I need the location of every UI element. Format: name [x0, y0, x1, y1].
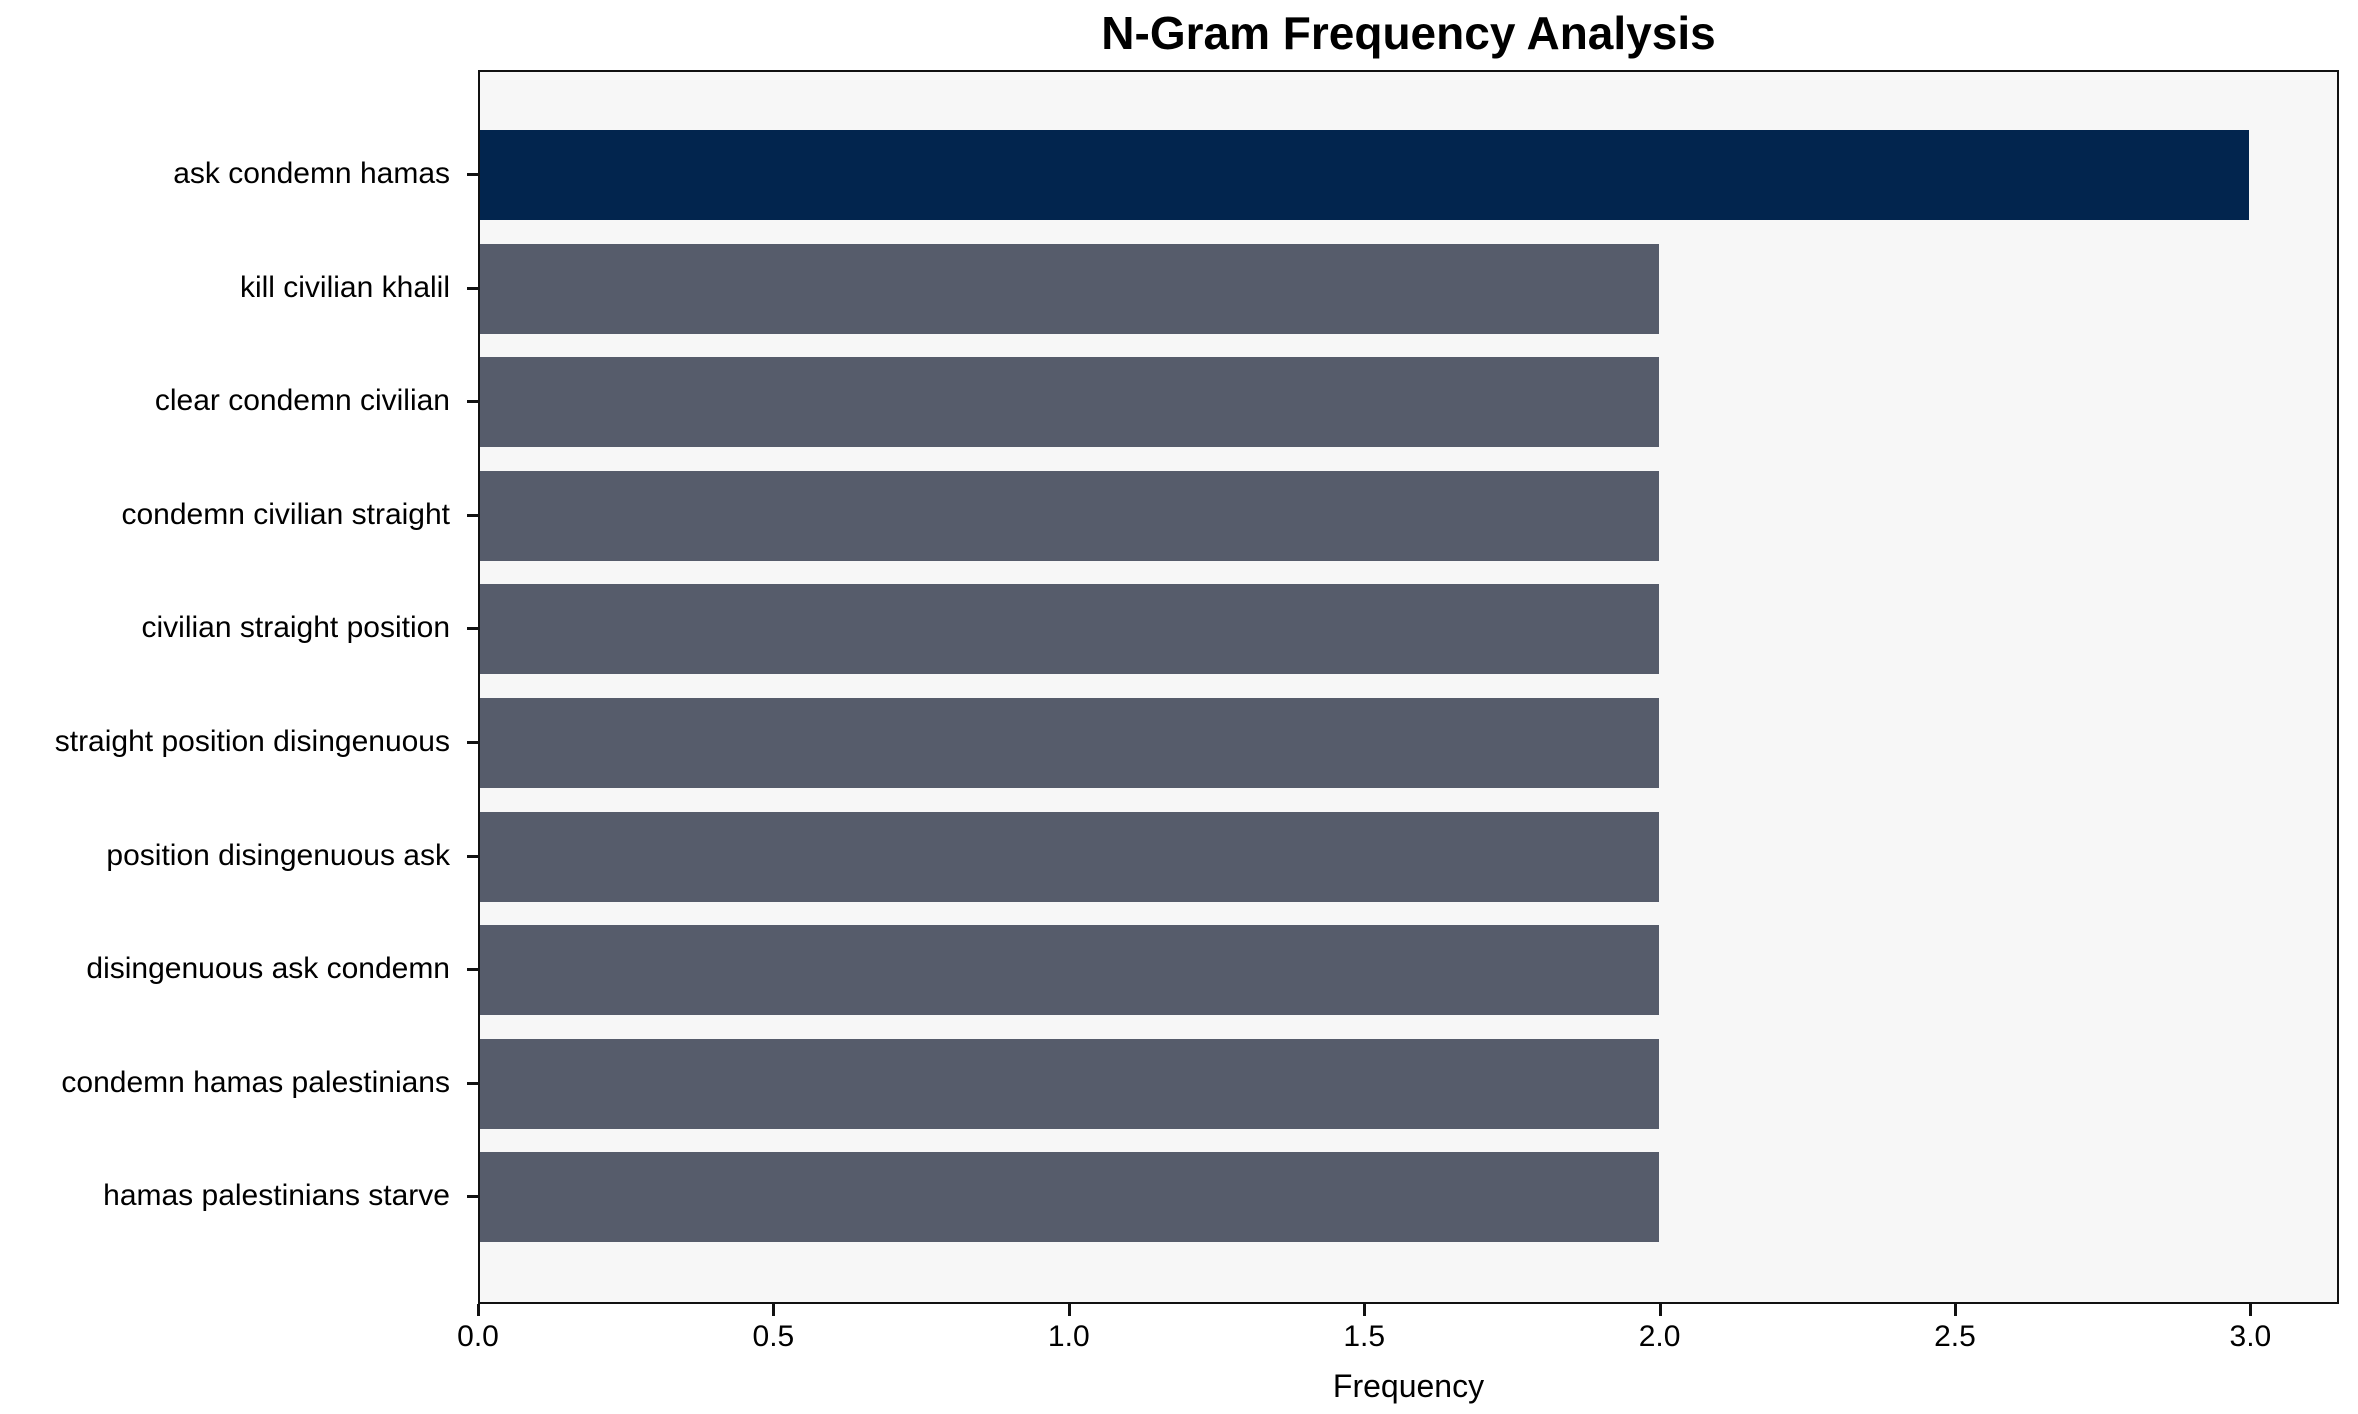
y-tick-mark: [467, 741, 478, 744]
plot-area: [478, 70, 2339, 1304]
x-tick-label: 3.0: [2229, 1320, 2272, 1353]
bar-ask-condemn-hamas: [480, 130, 2249, 220]
y-tick-label: position disingenuous ask: [106, 838, 450, 872]
y-tick-mark: [467, 854, 478, 858]
bar-clear-condemn-civilian: [480, 357, 1660, 448]
bar-straight-position-disingenuous: [480, 698, 1660, 788]
y-tick-label: straight position disingenuous: [54, 725, 450, 758]
y-tick-label: ask condemn hamas: [173, 157, 450, 190]
x-tick-label: 0.5: [752, 1320, 795, 1353]
y-tick-label: hamas palestinians starve: [103, 1179, 450, 1213]
y-tick-mark: [467, 400, 478, 404]
y-tick-label: condemn civilian straight: [121, 497, 451, 531]
x-tick-label: 1.0: [1047, 1320, 1090, 1353]
y-tick-mark: [467, 173, 478, 176]
x-tick-mark: [1363, 1304, 1367, 1316]
bar-disingenuous-ask-condemn: [480, 925, 1660, 1016]
x-tick-mark: [1658, 1304, 1662, 1316]
y-tick-mark: [467, 1195, 478, 1199]
y-tick-mark: [467, 627, 478, 631]
x-tick-label: 2.5: [1934, 1320, 1976, 1353]
x-tick-mark: [2249, 1304, 2253, 1316]
bar-condemn-civilian-straight: [480, 470, 1660, 561]
y-tick-mark: [467, 968, 478, 972]
x-tick-mark: [1953, 1304, 1957, 1316]
y-tick-label: disingenuous ask condemn: [86, 952, 450, 986]
bar-position-disingenuous-ask: [480, 811, 1660, 902]
y-tick-label: clear condemn civilian: [154, 384, 450, 418]
y-tick-mark: [467, 1081, 478, 1085]
bar-condemn-hamas-palestinians: [480, 1038, 1660, 1129]
bar-hamas-palestinians-starve: [480, 1152, 1660, 1243]
y-tick-label: condemn hamas palestinians: [61, 1065, 450, 1099]
x-tick-label: 2.0: [1638, 1320, 1681, 1353]
x-tick-label: 0.0: [457, 1320, 499, 1353]
y-tick-label: kill civilian khalil: [239, 270, 450, 304]
y-tick-label: civilian straight position: [141, 611, 450, 645]
chart-title: N-Gram Frequency Analysis: [1101, 7, 1716, 59]
x-tick-mark: [1067, 1304, 1071, 1316]
bar-civilian-straight-position: [480, 584, 1660, 675]
y-tick-mark: [467, 513, 478, 517]
x-tick-mark: [477, 1304, 480, 1316]
bar-kill-civilian-khalil: [480, 243, 1660, 334]
x-tick-mark: [772, 1304, 776, 1316]
y-tick-mark: [467, 286, 478, 290]
x-tick-label: 1.5: [1343, 1320, 1386, 1353]
x-axis-label: Frequency: [1332, 1368, 1485, 1404]
